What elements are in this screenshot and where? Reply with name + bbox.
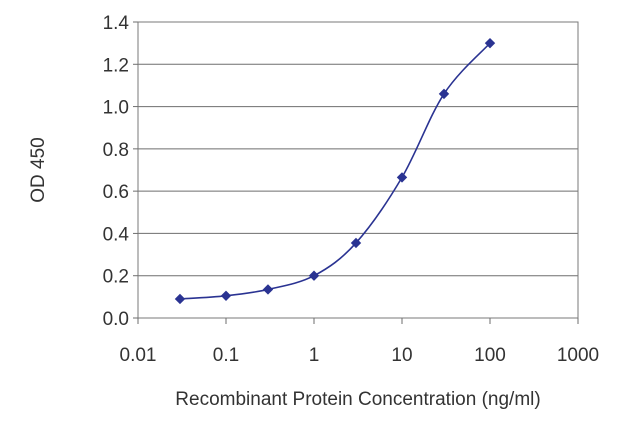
y-axis: 0.0 0.2 0.4 0.6 0.8 1.0 1.2 1.4	[103, 13, 138, 330]
y-tick-label-3: 0.6	[103, 182, 129, 203]
series-layer	[174, 37, 496, 305]
series-line-0	[179, 42, 491, 300]
x-tick-label-3: 10	[391, 345, 412, 366]
x-axis-title: Recombinant Protein Concentration (ng/ml…	[175, 389, 540, 410]
data-point-5	[396, 172, 408, 183]
data-point-3	[308, 270, 320, 281]
y-tick-label-1: 0.2	[103, 267, 129, 288]
data-point-7	[484, 37, 496, 49]
x-tick-label-4: 100	[474, 345, 506, 366]
x-tick-label-5: 1000	[557, 345, 599, 366]
x-tick-label-2: 1	[309, 345, 320, 366]
data-point-1	[220, 290, 232, 301]
y-axis-title: OD 450	[28, 137, 49, 202]
y-tick-label-4: 0.8	[103, 140, 129, 161]
y-tick-label-5: 1.0	[103, 98, 129, 119]
plot-frame	[137, 21, 579, 319]
data-point-4	[350, 237, 362, 249]
y-tick-label-2: 0.4	[103, 224, 130, 245]
data-point-2	[262, 284, 274, 295]
data-point-6	[438, 88, 450, 100]
x-tick-label-0: 0.01	[120, 345, 157, 366]
y-tick-label-7: 1.4	[103, 13, 130, 34]
x-tick-label-1: 0.1	[213, 345, 239, 366]
data-point-0	[174, 293, 186, 305]
x-axis: 0.01 0.1 1 10 100 1000	[120, 318, 599, 366]
y-tick-label-0: 0.0	[103, 309, 129, 330]
y-tick-label-6: 1.2	[103, 55, 129, 76]
grid-lines	[138, 21, 578, 319]
